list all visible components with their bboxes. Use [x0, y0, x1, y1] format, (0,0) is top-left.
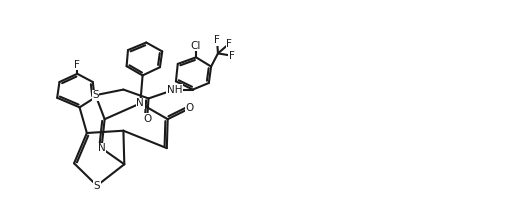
Text: S: S — [92, 90, 99, 100]
Text: F: F — [74, 60, 80, 70]
Text: S: S — [94, 181, 100, 191]
Text: F: F — [214, 35, 220, 45]
Text: NH: NH — [167, 85, 182, 95]
Text: F: F — [227, 38, 232, 49]
Text: O: O — [185, 103, 194, 113]
Text: O: O — [143, 114, 151, 124]
Text: N: N — [136, 98, 144, 108]
Text: N: N — [98, 143, 105, 153]
Text: F: F — [229, 51, 235, 61]
Text: Cl: Cl — [191, 41, 201, 51]
